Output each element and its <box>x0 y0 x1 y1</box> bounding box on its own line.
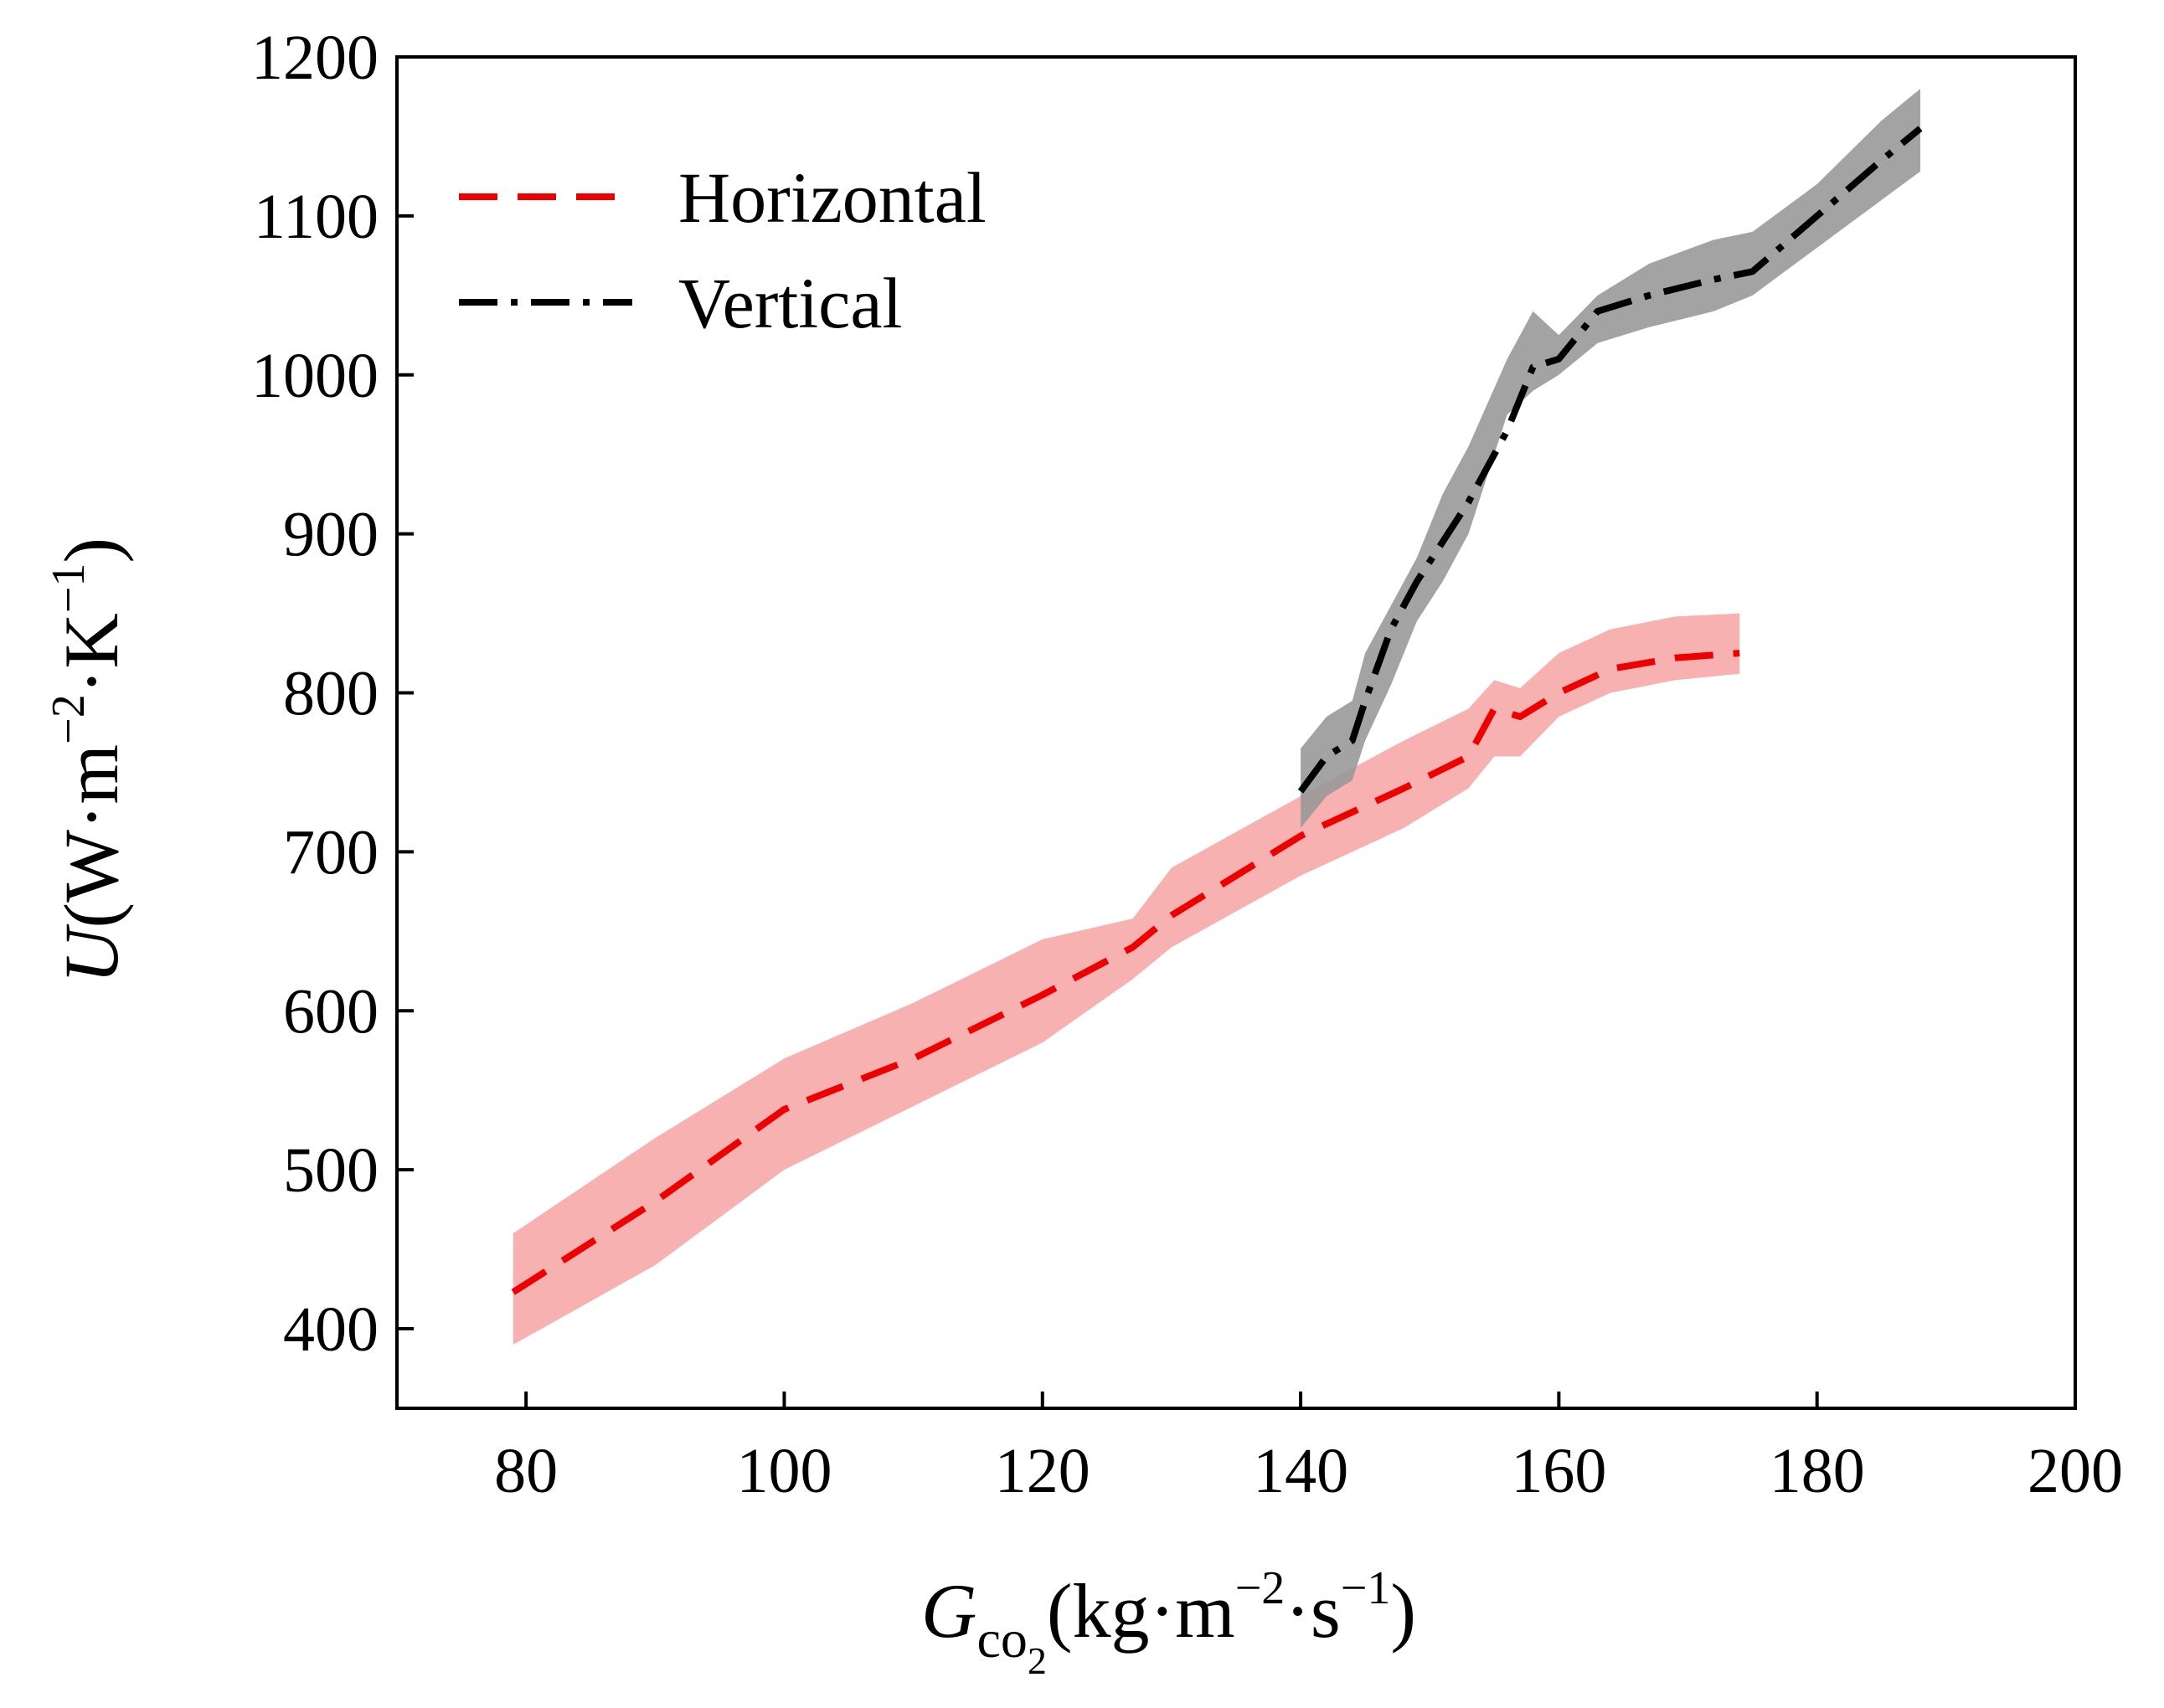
y-tick-label-1200: 1200 <box>251 23 379 93</box>
y-tick-label-900: 900 <box>283 500 379 570</box>
y-tick-label-400: 400 <box>283 1294 379 1365</box>
legend-label-vertical: Vertical <box>678 263 902 343</box>
y-tick-label-600: 600 <box>283 976 379 1047</box>
y-tick-label-500: 500 <box>283 1135 379 1206</box>
x-axis-ticks: 80 100 120 140 160 180 200 <box>494 1392 2123 1506</box>
x-tick-label-80: 80 <box>494 1436 558 1506</box>
y-axis-label: U(W·m−2·K−1) <box>43 538 134 984</box>
plot-frame <box>395 55 2077 1410</box>
x-tick-label-200: 200 <box>2027 1436 2123 1506</box>
line-horizontal <box>511 650 1740 1295</box>
confidence-bands <box>513 88 1921 1345</box>
x-tick-label-120: 120 <box>995 1436 1090 1506</box>
x-axis-label: Gco2(kg·m−2·s−1) <box>921 1562 1416 1682</box>
series-lines <box>511 126 1923 1295</box>
y-tick-label-1000: 1000 <box>251 341 379 411</box>
y-tick-label-800: 800 <box>283 659 379 729</box>
x-tick-label-100: 100 <box>736 1436 832 1506</box>
y-tick-label-700: 700 <box>283 817 379 887</box>
band-horizontal <box>513 613 1740 1345</box>
band-vertical <box>1301 88 1921 828</box>
line-vertical <box>1297 126 1923 794</box>
x-tick-label-160: 160 <box>1511 1436 1606 1506</box>
y-axis-ticks: 400 500 600 700 800 900 1000 1100 1200 <box>251 23 414 1365</box>
x-tick-label-180: 180 <box>1770 1436 1865 1506</box>
y-tick-label-1100: 1100 <box>254 182 379 252</box>
x-tick-label-140: 140 <box>1253 1436 1348 1506</box>
legend: Horizontal Vertical <box>459 157 987 343</box>
legend-label-horizontal: Horizontal <box>678 157 987 238</box>
